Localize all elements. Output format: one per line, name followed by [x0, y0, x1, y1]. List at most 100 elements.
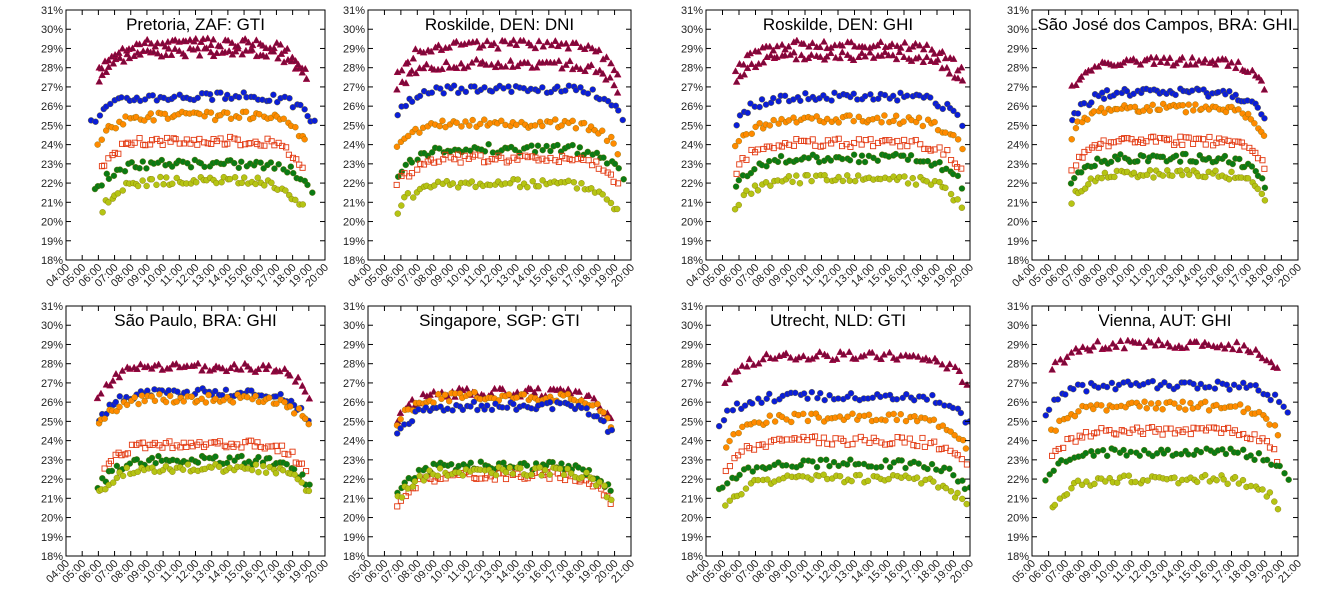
data-point [582, 477, 590, 484]
data-point [815, 414, 822, 421]
data-point [1182, 109, 1190, 116]
y-tick-label: 25% [681, 120, 703, 132]
data-point [1149, 377, 1156, 385]
data-point [1179, 398, 1186, 405]
data-point [940, 151, 947, 158]
data-point [209, 35, 218, 43]
data-point [910, 442, 917, 449]
data-point [143, 182, 150, 190]
data-point [201, 163, 208, 171]
data-point [283, 461, 290, 468]
y-tick-label: 18% [681, 255, 703, 267]
data-point [1169, 172, 1176, 179]
data-point [217, 89, 224, 96]
data-point [938, 445, 945, 452]
data-point [1172, 91, 1179, 99]
data-point [1110, 139, 1117, 146]
data-point [505, 391, 513, 398]
data-point [212, 387, 219, 395]
data-point [183, 362, 191, 369]
data-point [524, 58, 532, 66]
y-tick-label: 18% [1007, 551, 1029, 563]
data-point [963, 461, 970, 468]
data-point [1224, 340, 1233, 348]
data-point [879, 138, 886, 145]
data-point [408, 170, 416, 177]
data-point [593, 413, 600, 420]
data-point [954, 172, 962, 180]
data-point [894, 97, 901, 104]
data-point [927, 440, 934, 447]
data-point [149, 137, 156, 144]
data-point [462, 88, 470, 96]
data-point [590, 394, 598, 402]
data-point [775, 98, 782, 105]
data-point [172, 136, 179, 143]
data-point [193, 179, 200, 186]
data-point [931, 438, 938, 445]
data-point [539, 42, 548, 50]
data-point [1134, 158, 1141, 165]
data-point [196, 135, 203, 142]
data-point [1185, 451, 1192, 458]
data-point [900, 38, 909, 46]
y-tick-label: 29% [343, 339, 365, 351]
data-point [1266, 421, 1273, 428]
y-tick-label: 18% [41, 551, 63, 563]
data-point [1213, 477, 1220, 484]
data-point [1072, 438, 1079, 445]
panel-title: Roskilde, DEN: GHI [763, 15, 913, 34]
data-point [159, 444, 166, 451]
data-point [844, 413, 851, 420]
y-tick-label: 24% [41, 140, 63, 152]
data-point [1263, 415, 1270, 422]
data-point [808, 388, 816, 396]
data-point [156, 391, 163, 398]
data-point [234, 441, 241, 448]
data-point [720, 417, 728, 424]
data-point [482, 60, 491, 68]
data-point [1165, 135, 1173, 142]
data-point [231, 135, 238, 142]
data-series [91, 156, 316, 196]
data-point [836, 347, 845, 355]
data-point [732, 142, 739, 150]
data-point [1182, 426, 1189, 433]
data-point [610, 66, 619, 74]
data-point [257, 142, 264, 149]
data-point [839, 155, 846, 163]
data-point [1251, 456, 1258, 464]
data-point [102, 67, 111, 75]
data-point [893, 112, 900, 119]
data-point [481, 116, 488, 123]
data-point [1235, 346, 1244, 354]
data-point [958, 456, 965, 463]
data-point [812, 352, 820, 360]
data-point [115, 150, 122, 157]
data-point [893, 416, 900, 424]
data-point [957, 63, 966, 71]
data-point [291, 56, 300, 64]
data-point [790, 142, 797, 149]
data-point [227, 133, 234, 141]
data-point [555, 56, 563, 64]
data-point [800, 433, 807, 440]
data-point [1259, 157, 1266, 164]
data-point [745, 355, 754, 363]
data-point [919, 45, 928, 53]
data-point [161, 42, 170, 50]
data-point [870, 143, 877, 150]
data-point [921, 145, 928, 152]
data-point [541, 466, 549, 474]
data-point [408, 159, 416, 166]
data-point [298, 479, 305, 486]
data-point [248, 387, 255, 394]
data-point [1178, 53, 1187, 61]
data-point [1274, 432, 1282, 439]
data-point [1163, 425, 1170, 432]
data-point [747, 60, 756, 68]
data-point [1166, 382, 1173, 390]
data-point [135, 400, 142, 408]
data-point [1235, 106, 1242, 113]
data-point [756, 103, 763, 111]
